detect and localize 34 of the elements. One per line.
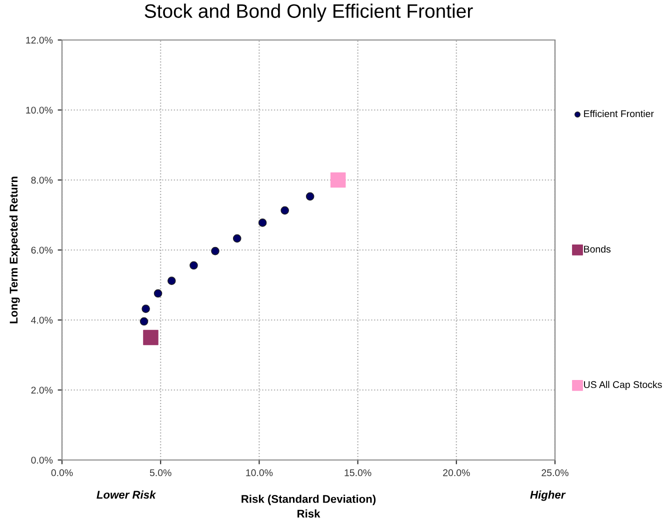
x-tick-label: 15.0%	[344, 469, 372, 476]
point	[258, 218, 267, 227]
text: Lower Risk	[96, 490, 156, 499]
legend-label: US All Cap Stocks	[584, 380, 662, 390]
point	[280, 206, 289, 215]
y-axis-title: Long Term Expected Return	[9, 176, 20, 324]
point	[142, 304, 150, 313]
point	[140, 317, 148, 326]
x-tick-label: 25.0%	[542, 469, 568, 476]
point	[154, 289, 162, 298]
x-tick-label: 5.0%	[150, 469, 172, 476]
x-tick-label: 20.0%	[443, 469, 470, 476]
y-tick-label: 10.0%	[26, 106, 53, 114]
point	[211, 246, 220, 256]
x-tick-label: 10.0%	[246, 469, 273, 476]
legend-label: Efficient Frontier	[584, 110, 654, 118]
x-tick-label: 0.0%	[51, 469, 73, 476]
point	[306, 192, 314, 201]
y-tick-label: 6.0%	[31, 246, 53, 254]
y-tick-label: 2.0%	[31, 386, 53, 394]
y-tick-label: 8.0%	[31, 176, 53, 184]
text: Higher	[530, 490, 566, 501]
y-tick-label: 0.0%	[31, 456, 53, 464]
text: Risk	[298, 509, 320, 518]
chart-title: Stock and Bond Only Efficient Frontier	[144, 4, 473, 22]
point	[232, 234, 242, 243]
legend-label: Bonds	[584, 245, 611, 253]
point	[190, 261, 198, 270]
x-axis-title: Risk (Standard Deviation)	[242, 494, 376, 506]
point	[143, 330, 158, 346]
y-tick-label: 12.0%	[26, 36, 53, 44]
point	[330, 172, 346, 188]
y-tick-label: 4.0%	[31, 316, 53, 324]
point	[167, 276, 176, 285]
